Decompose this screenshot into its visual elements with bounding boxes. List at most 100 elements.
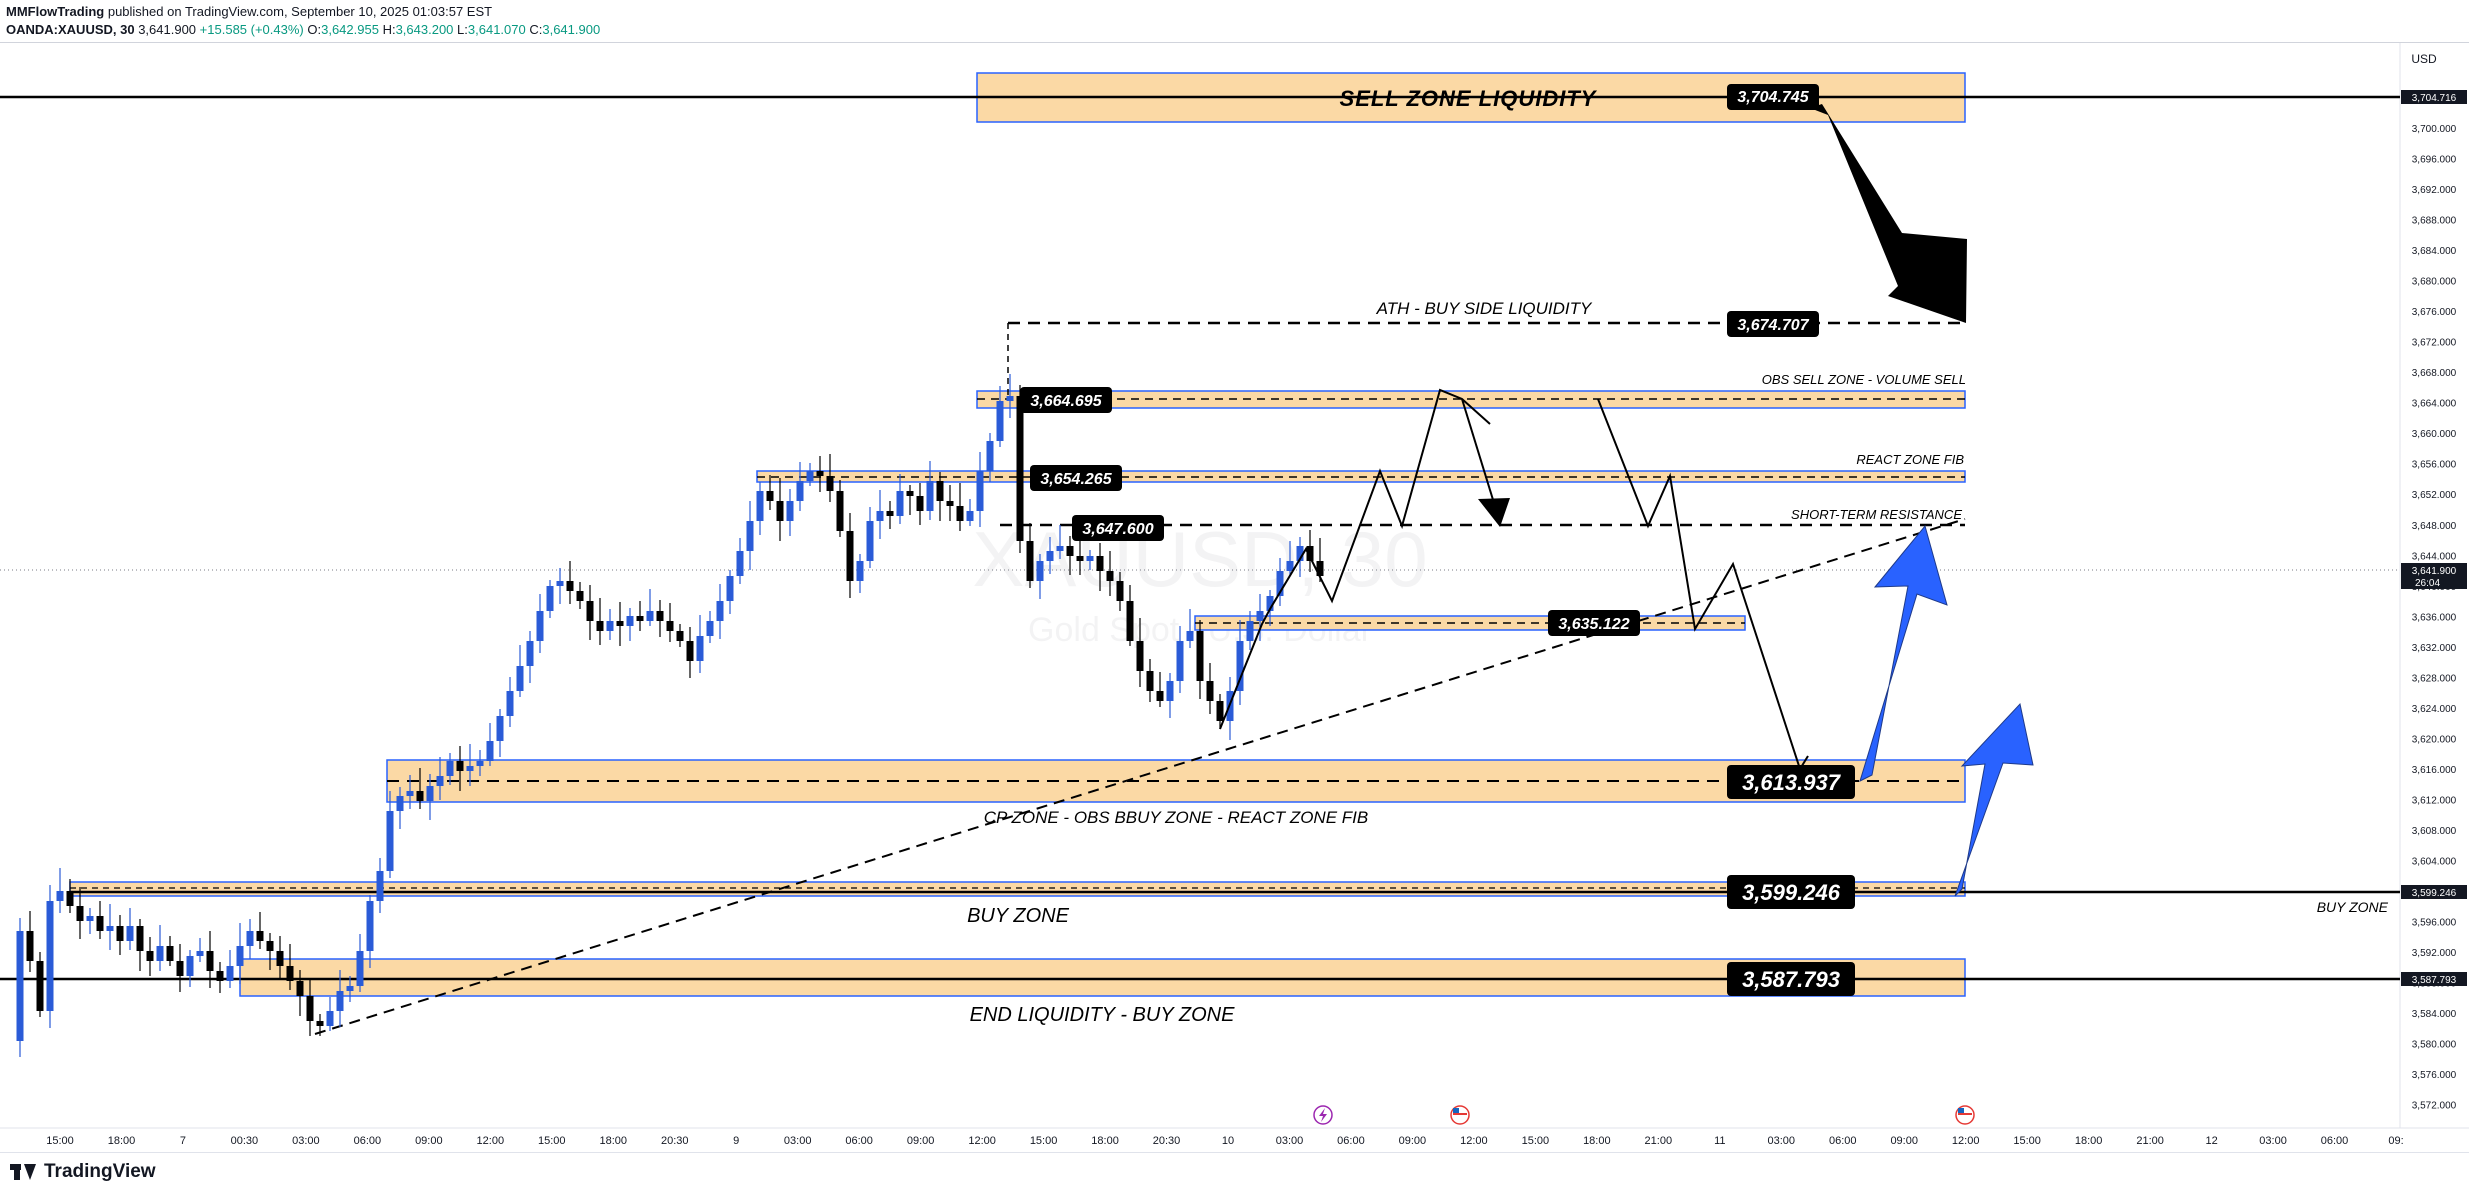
candle-body [836,491,844,531]
candle-body [786,501,794,521]
price-tick-label: 3,572.000 [2412,1101,2457,1112]
time-tick-group: 15:00 18:00 7 00:30 03:00 06:00 09:00 12:00 15:0… [46,1135,2403,1147]
candle-body [86,916,94,921]
tag-3664-bg [1020,387,1112,413]
candle-body [816,471,824,476]
time-tick-label: 09:00 [1890,1135,1918,1147]
candle-body [606,621,614,631]
badge-3599-text: 3,599.246 [2412,888,2457,899]
buy-zone-box[interactable] [69,881,1966,897]
sell-target-arrow-icon[interactable] [1810,104,1967,323]
time-tick-label: 09:00 [907,1135,935,1147]
candle-body [426,786,434,801]
candle-body [496,716,504,741]
symbol-label[interactable]: OANDA:XAUUSD, 30 [6,22,135,37]
open-value: 3,642.955 [321,22,379,37]
candlestick-series [16,374,1324,1057]
candle-body [126,926,134,941]
candle-body [1016,396,1024,541]
react-fib-label: REACT ZONE FIB [1856,452,1964,467]
close-value: 3,641.900 [542,22,601,37]
price-tick-label: 3,700.000 [2412,124,2457,135]
price-tags: 3,704.745 3,674.707 3,664.695 3,654.265 … [1020,84,1855,996]
candle-body [1306,546,1314,561]
tag-3654-bg [1030,465,1122,491]
candle-body [876,511,884,521]
time-tick-label: 21:00 [2136,1135,2164,1147]
price-tick-label: 3,608.000 [2412,826,2457,837]
time-tick-label: 18:00 [1091,1135,1119,1147]
price-tick-label: 3,624.000 [2412,704,2457,715]
time-tick-label: 09:00 [415,1135,443,1147]
candle-body [1296,546,1304,561]
time-tick-label: 03:00 [784,1135,812,1147]
drop-arrow-small[interactable] [1461,398,1499,517]
sell-zone-label: SELL ZONE LIQUIDITY [1340,86,1598,111]
candle-body [776,501,784,521]
badge-countdown: 26:04 [2415,578,2440,589]
candle-body [76,906,84,921]
chart-area[interactable]: XAUUSD, 30 Gold Spot / U.S. Dollar USD 3… [0,42,2469,1153]
end-liquidity-box[interactable] [239,958,1966,997]
time-tick-label: 03:00 [1767,1135,1795,1147]
zone-labels: SELL ZONE LIQUIDITY ATH - BUY SIDE LIQUI… [967,86,2389,1026]
candle-body [996,401,1004,441]
us-flag-stripe [1453,1113,1467,1115]
candle-body [726,576,734,601]
time-tick-label: 12:00 [968,1135,996,1147]
candle-body [1006,396,1014,401]
candle-body [1026,541,1034,581]
buy-arrow-large-icon[interactable] [1859,524,1948,782]
candle-body [226,966,234,981]
time-tick-label: 10 [1222,1135,1234,1147]
candle-body [586,601,594,621]
ohlc-line: OANDA:XAUUSD, 30 3,641.900 +15.585 (+0.4… [6,22,600,37]
price-tick-label: 3,680.000 [2412,277,2457,288]
candle-body [956,506,964,521]
candle-body [916,496,924,511]
candle-body [356,951,364,986]
candle-body [1166,681,1174,701]
candle-body [376,871,384,901]
horizontal-lines [0,95,2400,981]
candle-body [306,996,314,1021]
badge-3599-bg [2401,885,2467,899]
candle-body [936,481,944,501]
drop-arrow-small-head [1478,498,1510,527]
candle-body [396,796,404,811]
buy-arrow-small-icon[interactable] [1954,702,2034,897]
price-tick-label: 3,620.000 [2412,734,2457,745]
ascending-trendline[interactable] [314,518,1966,1035]
ath-label: ATH - BUY SIDE LIQUIDITY [1376,299,1593,318]
us-flag-canton-2 [1958,1108,1964,1113]
time-tick-label: 18:00 [108,1135,136,1147]
chart-canvas[interactable]: XAUUSD, 30 Gold Spot / U.S. Dollar USD 3… [0,43,2469,1153]
candle-body [96,916,104,931]
tradingview-logo[interactable]: TradingView [10,1161,156,1183]
candle-body [766,491,774,501]
time-tick-label: 06:00 [1829,1135,1857,1147]
right-buy-zone-label: BUY ZONE [2317,899,2389,915]
candle-body [736,551,744,576]
buy-zone-label: BUY ZONE [967,905,1070,927]
cp-zone-label: CP ZONE - OBS BBUY ZONE - REACT ZONE FIB [984,808,1368,827]
time-tick-label: 15:00 [2013,1135,2041,1147]
candle-body [526,641,534,666]
author-name[interactable]: MMFlowTrading [6,4,105,19]
candle-body [846,531,854,581]
candle-body [506,691,514,716]
time-tick-label: 15:00 [1522,1135,1550,1147]
candle-body [436,776,444,786]
candle-body [66,891,74,906]
badge-3587-bg [2401,972,2467,986]
candle-body [1136,641,1144,671]
price-tick-label: 3,696.000 [2412,155,2457,166]
candle-body [866,521,874,561]
low-value: 3,641.070 [467,22,526,37]
badge-3704-text: 3,704.716 [2412,93,2457,104]
time-tick-label: 06:00 [2321,1135,2349,1147]
candle-body [26,931,34,961]
projection-path[interactable] [1219,388,1491,730]
lightning-glyph [1319,1108,1327,1122]
time-tick-label: 06:00 [354,1135,382,1147]
